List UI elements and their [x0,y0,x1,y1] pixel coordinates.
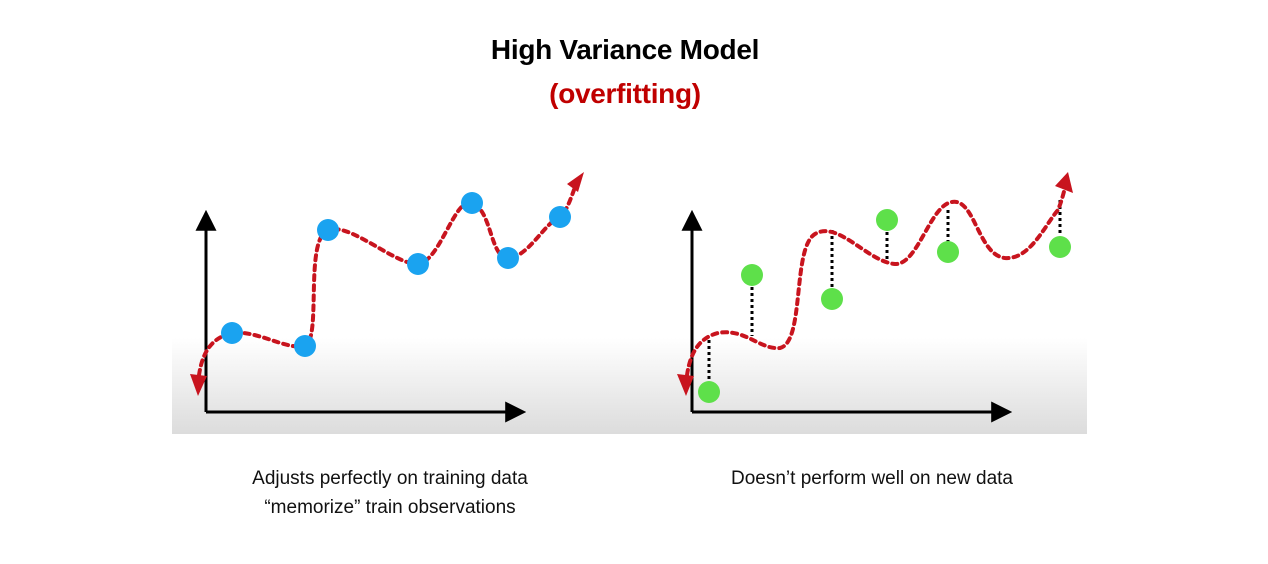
training-fit-panel [190,172,584,423]
curve-arrowhead-start [190,374,207,396]
diagram-title: High Variance Model [490,34,760,65]
curve-arrowhead-end [567,172,584,192]
caption-line: “memorize” train observations [264,497,516,518]
test-point [876,209,898,231]
diagram-subtitle: (overfitting) [549,78,701,109]
train-point [221,322,243,344]
overfit-curve [684,181,1068,387]
train-point [549,206,571,228]
train-point [317,219,339,241]
caption-line: Doesn’t perform well on new data [731,468,1013,489]
test-point [698,381,720,403]
test-point [821,288,843,310]
curve-arrowhead-start [677,374,694,396]
train-point [294,335,316,357]
test-point [937,241,959,263]
train-point [407,253,429,275]
curve-arrowhead-end [1055,172,1073,193]
train-point [461,192,483,214]
new-data-panel [677,172,1073,423]
train-point [497,247,519,269]
caption-line: Adjusts perfectly on training data [252,468,528,489]
new-data-caption: Doesn’t perform well on new data [672,464,1072,493]
floor-gradient [172,338,1087,434]
test-point [1049,236,1071,258]
training-caption: Adjusts perfectly on training data “memo… [190,464,590,522]
test-point [741,264,763,286]
